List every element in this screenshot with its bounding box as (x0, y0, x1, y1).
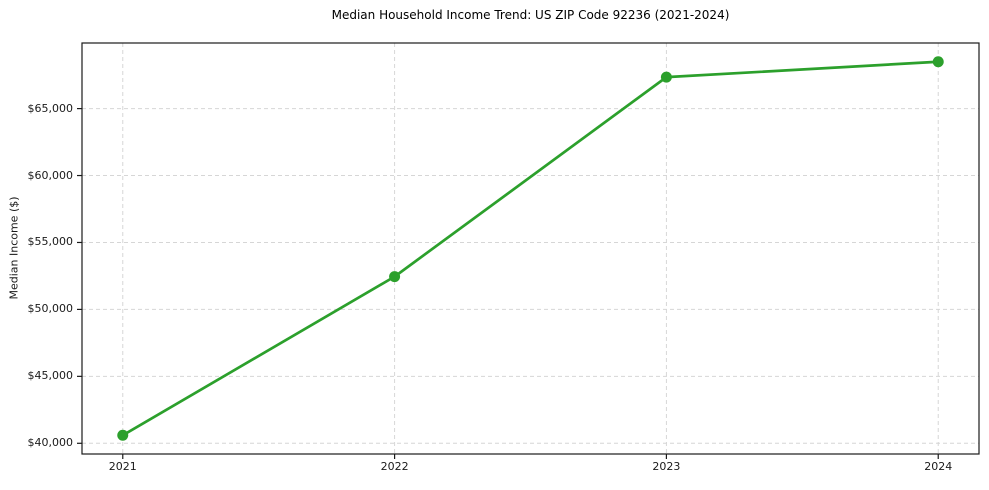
x-tick-label: 2023 (652, 460, 681, 473)
y-tick-label: $65,000 (27, 101, 74, 115)
data-point (932, 56, 944, 68)
trend-line (121, 60, 940, 437)
x-tick-label: 2022 (380, 460, 409, 473)
y-tick-label: $50,000 (27, 302, 74, 316)
y-tick-label: $60,000 (27, 168, 74, 182)
data-point (117, 429, 129, 441)
plot-border (81, 42, 980, 455)
y-tick-label: $40,000 (27, 436, 74, 450)
data-point (389, 271, 401, 283)
x-tick-label: 2021 (108, 460, 137, 473)
data-point (660, 71, 672, 83)
x-tick-label: 2024 (924, 460, 953, 473)
chart-title: Median Household Income Trend: US ZIP Co… (331, 8, 730, 22)
y-tick-label: $45,000 (27, 369, 74, 383)
y-tick-label: $55,000 (27, 235, 74, 249)
